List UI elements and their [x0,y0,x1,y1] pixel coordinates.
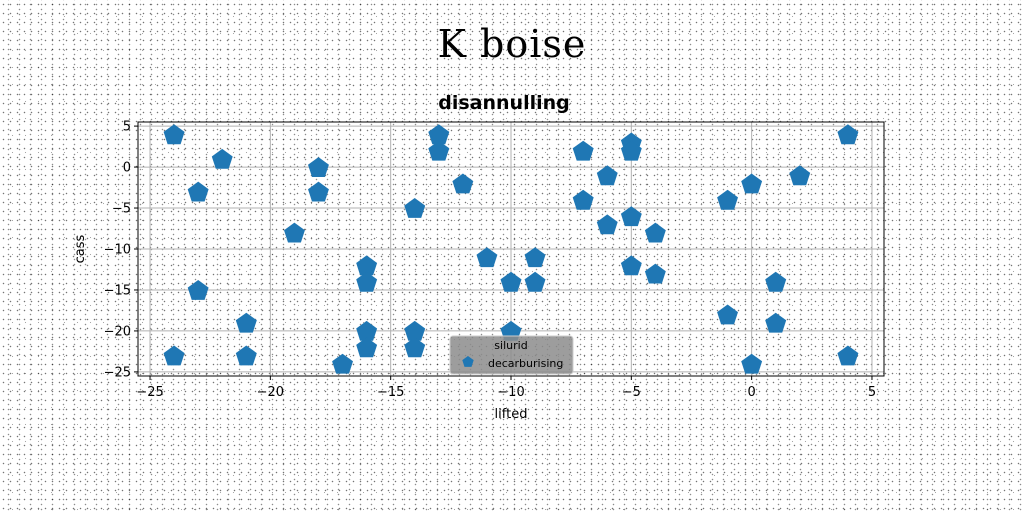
x-axis-label: lifted [495,407,528,422]
legend-marker [462,356,474,367]
x-tick-label: −5 [622,385,641,400]
data-point [404,320,426,341]
data-point [356,271,378,292]
data-point [620,206,642,227]
data-point [211,148,233,169]
x-tick-label: 0 [748,385,756,400]
data-point [187,181,209,202]
x-tick-label: −15 [377,385,404,400]
data-point [452,173,474,194]
figure-suptitle: K boise [437,22,587,66]
data-point [235,312,257,333]
legend-box [449,335,574,375]
data-point [837,345,859,366]
data-point [524,247,546,268]
data-point [765,312,787,333]
legend: silurid decarburising [449,335,574,375]
chart-title: disannulling [438,92,570,114]
data-point [741,353,763,374]
data-point [789,165,811,186]
y-tick-label: −20 [104,324,131,339]
data-point [356,337,378,358]
data-points [163,124,859,374]
data-point [500,271,522,292]
data-point [644,222,666,243]
data-point [644,263,666,284]
axis-ticks: −25 −20 −15 −10 −5 0 5 5 0 −5 −10 −15 −20 −25 [104,120,877,400]
data-point [717,304,738,325]
x-tick-label: −10 [497,385,524,400]
data-point [163,124,185,145]
data-point [765,271,787,292]
data-point [572,140,594,161]
y-tick-label: −10 [104,243,131,258]
y-tick-label: 5 [123,120,131,135]
data-point [620,140,642,161]
y-tick-label: −15 [104,283,131,298]
y-tick-label: −25 [104,365,131,380]
data-point [428,124,450,145]
data-point [837,124,859,145]
y-tick-label: −5 [112,202,131,217]
data-point [404,337,426,358]
data-point [596,214,618,235]
data-point [332,353,353,374]
legend-title: silurid [494,339,527,352]
data-point [308,181,329,202]
legend-entry-label: decarburising [488,357,563,370]
x-tick-label: −20 [257,385,284,400]
data-point [308,157,329,177]
data-point [620,255,642,276]
x-tick-label: 5 [868,385,876,400]
data-point [356,320,378,341]
data-point [404,198,426,218]
x-tick-label: −25 [136,385,163,400]
data-point [428,140,450,161]
data-point [524,271,546,292]
y-axis-label: cass [73,234,88,263]
data-point [235,345,257,366]
data-point [741,173,763,194]
data-point [187,280,209,300]
data-point [163,345,185,366]
y-tick-label: 0 [123,161,131,176]
data-point [284,222,305,243]
data-point [572,189,594,210]
data-point [476,247,498,268]
data-point [596,165,618,186]
data-point [356,255,378,276]
data-point [717,189,738,210]
